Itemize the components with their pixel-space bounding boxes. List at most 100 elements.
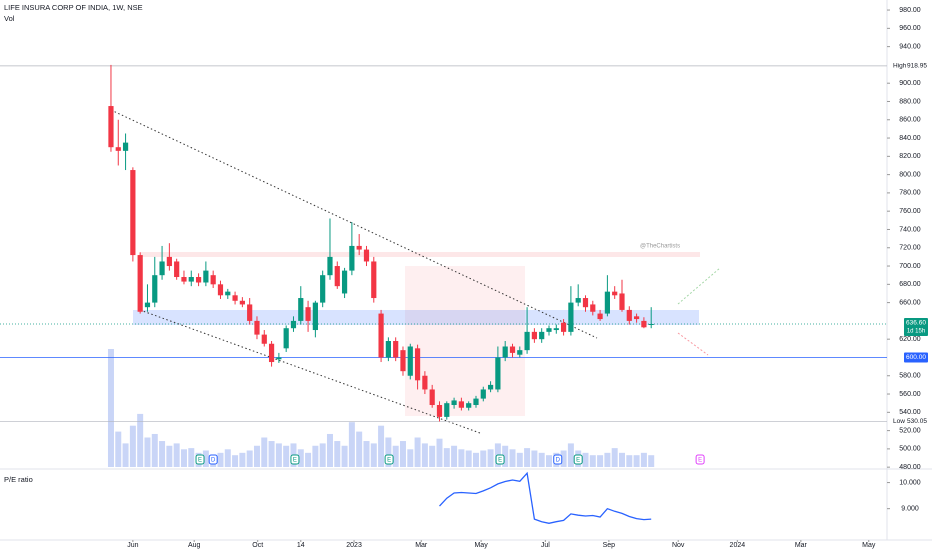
y-tick-label: 480.00 xyxy=(899,464,921,471)
x-tick-label: Sep xyxy=(603,542,616,549)
candle-body xyxy=(619,293,625,310)
volume-bar xyxy=(261,437,268,467)
candle-body xyxy=(290,320,297,329)
x-tick-label: 2023 xyxy=(346,542,362,549)
candle-body xyxy=(276,357,282,360)
candle-body xyxy=(648,324,654,326)
y-tick-label: 680.00 xyxy=(899,281,921,288)
candle-body xyxy=(181,277,187,282)
candle-body xyxy=(560,322,567,332)
x-tick-label: Jul xyxy=(541,542,550,549)
candle-body xyxy=(422,375,428,390)
x-tick-label: 14 xyxy=(297,542,305,549)
candle-body xyxy=(575,298,581,303)
volume-bar xyxy=(144,437,151,467)
volume-bar xyxy=(567,443,574,467)
y-tick-label: 800.00 xyxy=(899,171,921,178)
candle-body xyxy=(436,405,443,417)
candle-body xyxy=(159,261,165,276)
chart-title: LIFE INSURA CORP OF INDIA, 1W, NSE xyxy=(4,3,143,12)
candle-body xyxy=(130,170,136,256)
candle-body xyxy=(371,261,377,299)
event-label: E xyxy=(387,458,391,464)
candle-body xyxy=(137,255,143,312)
volume-bar xyxy=(334,441,341,467)
y-tick-label: 520.00 xyxy=(899,427,921,434)
arrow-down xyxy=(677,332,709,356)
candle-body xyxy=(393,341,399,358)
countdown: 1d 15h xyxy=(907,329,925,335)
volume-bar xyxy=(633,455,640,467)
last-price-tag xyxy=(904,318,928,337)
candle-body xyxy=(612,291,618,296)
last-price-label: 636.60 xyxy=(906,320,926,327)
volume-bar xyxy=(509,449,516,467)
y-tick-label: 740.00 xyxy=(899,226,921,233)
candle-body xyxy=(597,313,603,320)
candle-body xyxy=(509,346,516,353)
low-value: 530.05 xyxy=(907,418,927,425)
volume-bar xyxy=(319,443,326,467)
candle-body xyxy=(254,320,260,335)
low-name: Low xyxy=(893,418,905,425)
watermark: @TheChartists xyxy=(640,244,680,250)
y-tick-label: 960.00 xyxy=(899,25,921,32)
candle-body xyxy=(582,298,589,308)
y-tick-label: 940.00 xyxy=(899,43,921,50)
candle-body xyxy=(210,275,216,285)
candle-body xyxy=(553,328,559,331)
candle-body xyxy=(487,384,494,390)
candle-body xyxy=(385,341,391,358)
candle-body xyxy=(539,331,545,340)
x-tick-label: Oct xyxy=(252,542,263,549)
trend-line xyxy=(110,109,598,339)
volume-bar xyxy=(465,450,472,467)
candle-body xyxy=(247,304,253,321)
volume-bar xyxy=(458,449,465,467)
y-tick-label: 560.00 xyxy=(899,391,921,398)
volume-bar xyxy=(275,443,282,467)
volume-bar xyxy=(268,441,275,467)
x-tick-label: May xyxy=(862,542,876,549)
event-label: D xyxy=(556,458,561,464)
volume-bar xyxy=(385,437,392,467)
candle-body xyxy=(604,291,610,314)
candle-body xyxy=(568,302,574,332)
candle-body xyxy=(400,350,406,372)
volume-bar xyxy=(443,448,450,467)
volume-bar xyxy=(407,449,414,467)
x-tick-label: May xyxy=(474,542,488,549)
volume-bar xyxy=(305,452,312,467)
volume-bar xyxy=(597,455,604,467)
candle-body xyxy=(144,302,151,308)
y-tick-label: 620.00 xyxy=(899,336,921,343)
candle-body xyxy=(524,331,530,351)
y-tick-label: 700.00 xyxy=(899,263,921,270)
event-label: E xyxy=(698,458,702,464)
candle-body xyxy=(334,266,340,287)
volume-bar xyxy=(239,452,246,467)
volume-bar xyxy=(480,450,487,467)
volume-bar xyxy=(107,349,114,467)
volume-label: Vol xyxy=(4,14,15,23)
volume-bar xyxy=(129,425,136,467)
y-tick-label: 580.00 xyxy=(899,373,921,380)
candle-body xyxy=(327,256,333,276)
event-badge xyxy=(384,454,394,465)
x-tick-label: Nov xyxy=(672,542,685,549)
support-zone xyxy=(133,310,699,325)
volume-bar xyxy=(363,441,370,467)
candle-body xyxy=(495,357,501,390)
volume-bar xyxy=(312,445,319,467)
y-tick-label: 860.00 xyxy=(899,117,921,124)
candle-body xyxy=(166,256,172,267)
candle-body xyxy=(312,302,318,331)
high-name: High xyxy=(893,63,907,70)
volume-bar xyxy=(582,452,589,467)
x-tick-label: Mar xyxy=(415,542,428,549)
level-label: 600.00 xyxy=(906,354,926,361)
y-tick-label: 780.00 xyxy=(899,190,921,197)
event-badge xyxy=(290,454,300,465)
candle-body xyxy=(232,295,238,301)
volume-bar xyxy=(115,431,122,467)
